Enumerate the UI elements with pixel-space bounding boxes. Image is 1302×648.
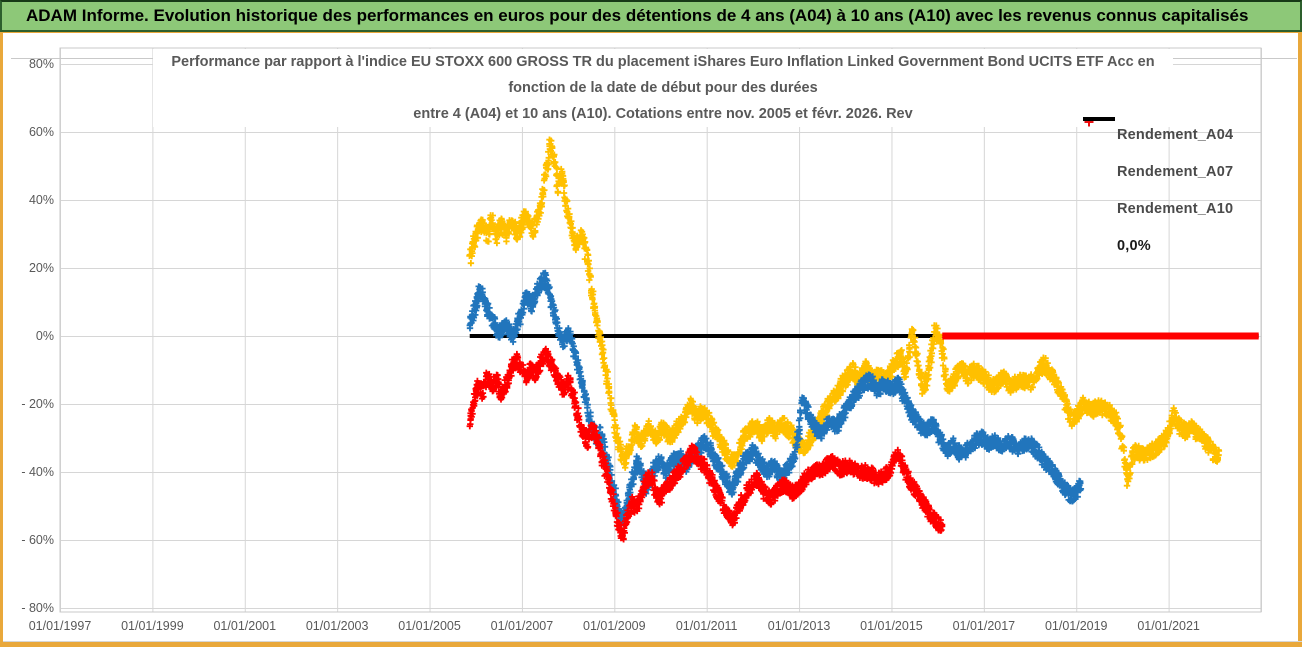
- legend: Rendement_A04 Rendement_A07 Rendement_A10 0…: [1083, 116, 1283, 264]
- x-axis-tick-label: 01/01/2007: [491, 619, 554, 633]
- series-Rendement_A07: [466, 269, 1085, 528]
- y-axis-tick-label: - 60%: [21, 533, 54, 547]
- chart-title-line: entre 4 (A04) et 10 ans (A10). Cotations…: [413, 106, 913, 122]
- header-banner: ADAM Informe. Evolution historique des p…: [0, 0, 1302, 32]
- legend-item-label: 0,0%: [1117, 237, 1151, 254]
- chart-title-line: fonction de la date de début pour des du…: [508, 80, 818, 96]
- chart-area: 80% 60% 40% 20% 0% - 20% - 40% - 60% - 80% 01/01/…: [0, 32, 1302, 647]
- x-axis-tick-label: 01/01/2017: [953, 619, 1016, 633]
- x-axis-tick-label: 01/01/2013: [768, 619, 831, 633]
- legend-item-label: Rendement_A07: [1117, 163, 1234, 180]
- x-axis-tick-label: 01/01/2015: [860, 619, 923, 633]
- y-axis-tick-label: 20%: [29, 261, 54, 275]
- x-axis-tick-label: 01/01/1997: [29, 619, 92, 633]
- series-Rendement_A04: [466, 136, 1223, 489]
- legend-item: Rendement_A07: [1083, 117, 1283, 190]
- y-axis-tick-label: 60%: [29, 125, 54, 139]
- x-axis-tick-label: 01/01/2019: [1045, 619, 1108, 633]
- axis-labels: 80% 60% 40% 20% 0% - 20% - 40% - 60% - 80% 01/01/…: [21, 57, 1200, 633]
- legend-item-label: Rendement_A10: [1117, 200, 1234, 217]
- y-axis-tick-label: 40%: [29, 193, 54, 207]
- x-axis-tick-label: 01/01/2011: [676, 619, 738, 633]
- x-axis-tick-label: 01/01/2003: [306, 619, 369, 633]
- x-axis-tick-label: 01/01/2001: [213, 619, 276, 633]
- header-title: ADAM Informe. Evolution historique des p…: [26, 6, 1249, 25]
- x-axis-tick-label: 01/01/2005: [398, 619, 461, 633]
- x-axis-tick-label: 01/01/2009: [583, 619, 646, 633]
- legend-item: Rendement_A10: [1083, 117, 1283, 227]
- y-axis-tick-label: - 80%: [21, 601, 54, 615]
- y-axis-tick-label: - 20%: [21, 397, 54, 411]
- plot-border: [59, 47, 1262, 613]
- y-axis-tick-label: 0%: [36, 329, 54, 343]
- y-axis-tick-label: 80%: [29, 57, 54, 71]
- series-Rendement_A10: [466, 345, 946, 543]
- chart-title: Performance par rapport à l'indice EU ST…: [153, 49, 1173, 127]
- legend-item: 0,0%: [1083, 117, 1283, 264]
- legend-item-label: Rendement_A04: [1117, 126, 1234, 143]
- x-axis-tick-label: 01/01/1999: [121, 619, 184, 633]
- gridlines: [60, 48, 1262, 612]
- y-axis-tick-label: - 40%: [21, 465, 54, 479]
- chart-title-line: Performance par rapport à l'indice EU ST…: [171, 54, 1155, 70]
- x-axis-tick-label: 01/01/2021: [1137, 619, 1200, 633]
